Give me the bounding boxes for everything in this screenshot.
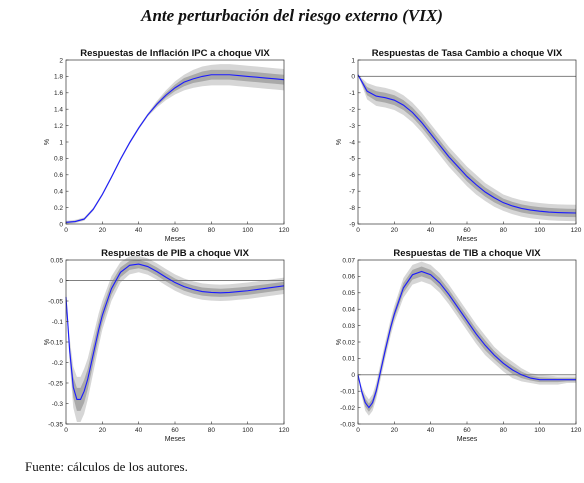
plot-area: [358, 260, 576, 424]
chart-tib: Respuestas de TIB a choque VIX 0 20 40 60 80 1…: [336, 248, 582, 443]
x-tick-label: 40: [427, 427, 435, 434]
x-axis-label: Meses: [165, 236, 186, 243]
x-tick-label: 80: [500, 427, 508, 434]
x-tick-label: 100: [242, 227, 253, 234]
y-tick-label: -0.02: [340, 405, 355, 412]
response-line: [65, 74, 285, 223]
x-tick-label: 80: [500, 227, 508, 234]
chart-title: Respuestas de Inflación IPC a choque VIX: [80, 48, 270, 59]
y-tick-label: -0.05: [48, 298, 63, 305]
x-tick-label: 120: [571, 427, 582, 434]
x-tick-label: 20: [391, 427, 399, 434]
x-tick-label: 120: [571, 227, 582, 234]
x-tick-label: 80: [208, 427, 216, 434]
y-tick-label: -2: [349, 107, 355, 114]
y-tick-label: 0.6: [54, 172, 63, 179]
y-tick-label: -0.25: [48, 380, 63, 387]
y-tick-label: -0.1: [52, 319, 64, 326]
y-tick-label: 1: [59, 139, 63, 146]
source-note: Fuente: cálculos de los autores.: [25, 459, 188, 474]
chart-inflacion: Respuestas de Inflación IPC a choque VIX…: [44, 48, 290, 243]
y-tick-label: 1.8: [54, 74, 63, 81]
y-tick-label: -6: [349, 172, 355, 179]
y-tick-label: 1.2: [54, 123, 63, 130]
x-tick-label: 20: [99, 227, 107, 234]
y-tick-label: -0.01: [340, 389, 355, 396]
confidence-band-outer: [66, 255, 284, 422]
chart-title: Respuestas de Tasa Cambio a choque VIX: [372, 48, 563, 59]
figure-title: Ante perturbación del riesgo externo (VI…: [141, 6, 443, 25]
y-tick-label: -9: [349, 221, 355, 228]
confidence-band-inner: [358, 74, 576, 218]
x-tick-label: 40: [427, 227, 435, 234]
x-tick-label: 60: [463, 427, 471, 434]
x-tick-label: 100: [242, 427, 253, 434]
x-tick-label: 100: [534, 227, 545, 234]
x-tick-label: 60: [171, 427, 179, 434]
y-tick-label: -0.2: [52, 360, 64, 367]
y-axis-label: %: [336, 339, 343, 345]
x-tick-label: 120: [279, 227, 290, 234]
x-tick-label: 0: [64, 227, 68, 234]
y-tick-label: 0.05: [342, 290, 355, 297]
chart-pib: Respuestas de PIB a choque VIX 0 20 40 60 80 1…: [44, 248, 290, 443]
response-line: [357, 270, 576, 409]
y-tick-label: 0.05: [50, 257, 63, 264]
y-tick-label: -3: [349, 123, 355, 130]
y-tick-label: 0.4: [54, 189, 63, 196]
y-tick-label: 0: [351, 74, 355, 81]
y-tick-label: 0.04: [342, 307, 355, 314]
x-tick-label: 60: [171, 227, 179, 234]
x-tick-label: 0: [64, 427, 68, 434]
y-axis-label: %: [44, 339, 51, 345]
y-tick-label: -1: [349, 90, 355, 97]
y-tick-label: 1.4: [54, 107, 63, 114]
y-tick-label: 0: [351, 372, 355, 379]
y-tick-label: 1: [351, 57, 355, 64]
x-tick-label: 0: [356, 227, 360, 234]
y-tick-label: -5: [349, 156, 355, 163]
y-tick-label: -8: [349, 205, 355, 212]
response-line: [65, 263, 285, 400]
x-tick-label: 60: [463, 227, 471, 234]
y-tick-label: 0.02: [342, 339, 355, 346]
x-axis-label: Meses: [165, 436, 186, 443]
y-tick-label: 0.8: [54, 156, 63, 163]
x-tick-label: 40: [135, 227, 143, 234]
y-tick-label: -0.15: [48, 339, 63, 346]
chart-title: Respuestas de TIB a choque VIX: [393, 248, 541, 259]
y-tick-label: -7: [349, 189, 355, 196]
plot-area: [358, 60, 576, 224]
y-tick-label: 1.6: [54, 90, 63, 97]
y-tick-label: 0.01: [342, 356, 355, 363]
x-tick-label: 20: [99, 427, 107, 434]
y-tick-label: 0: [59, 278, 63, 285]
chart-tasa-cambio: Respuestas de Tasa Cambio a choque VIX 0 2…: [336, 48, 582, 243]
y-tick-label: -0.03: [340, 421, 355, 428]
confidence-band-inner: [358, 266, 576, 412]
y-tick-label: 0.03: [342, 323, 355, 330]
y-tick-label: -0.35: [48, 421, 63, 428]
x-tick-label: 120: [279, 427, 290, 434]
y-tick-label: 0.2: [54, 205, 63, 212]
y-axis-label: %: [336, 139, 343, 145]
response-line: [357, 74, 577, 214]
x-tick-label: 80: [208, 227, 216, 234]
x-tick-label: 0: [356, 427, 360, 434]
y-tick-label: -4: [349, 139, 355, 146]
x-axis-label: Meses: [457, 236, 478, 243]
y-tick-label: -0.3: [52, 401, 64, 408]
y-tick-label: 0: [59, 221, 63, 228]
chart-title: Respuestas de PIB a choque VIX: [101, 248, 249, 259]
x-tick-label: 20: [391, 227, 399, 234]
y-axis-label: %: [44, 139, 51, 145]
x-tick-label: 40: [135, 427, 143, 434]
y-tick-label: 0.06: [342, 274, 355, 281]
y-tick-label: 0.07: [342, 257, 355, 264]
y-tick-label: 2: [59, 57, 63, 64]
x-tick-label: 100: [534, 427, 545, 434]
x-axis-label: Meses: [457, 436, 478, 443]
